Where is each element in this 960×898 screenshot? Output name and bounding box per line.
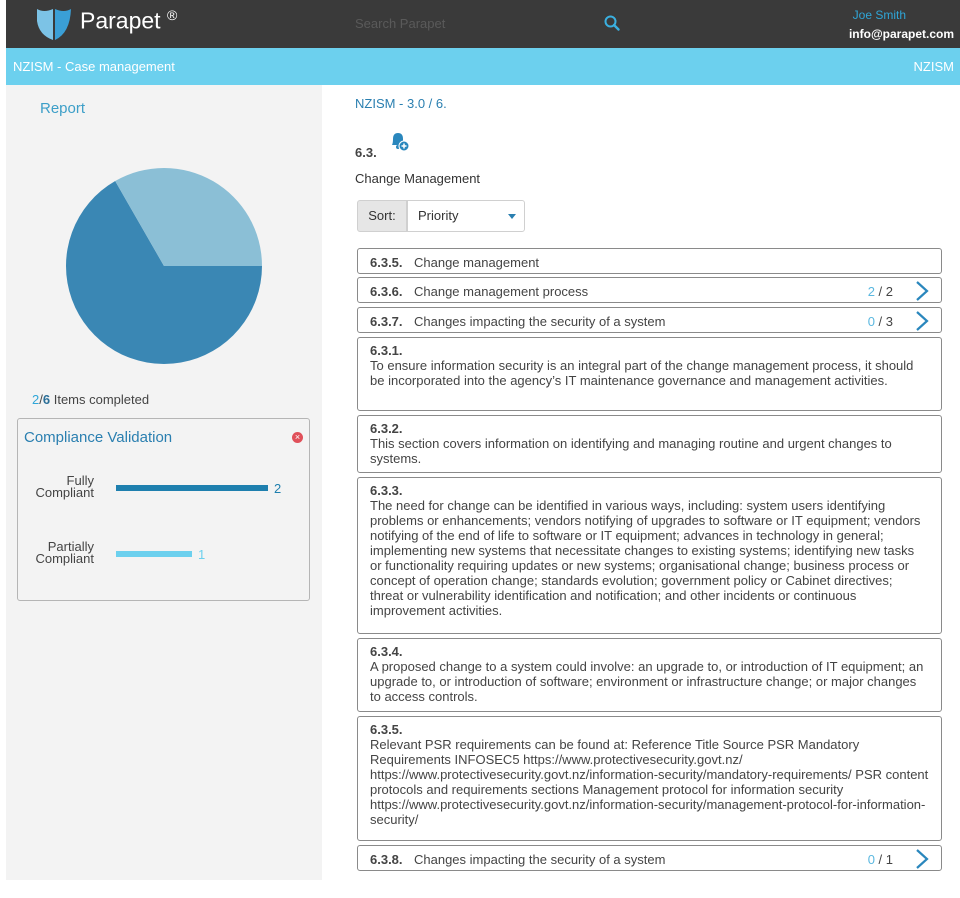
item-number: 6.3.6. xyxy=(370,284,403,299)
report-panel: Report 2/6 Items completed Compliance Va… xyxy=(6,85,322,880)
chevron-right-icon[interactable] xyxy=(913,280,931,302)
caret-down-icon xyxy=(508,214,516,219)
user-email[interactable]: info@parapet.com xyxy=(848,27,954,41)
compliance-bar xyxy=(116,485,268,491)
search-icon[interactable] xyxy=(603,14,621,32)
bell-add-icon[interactable] xyxy=(389,131,411,153)
paragraph-text: A proposed change to a system could invo… xyxy=(370,659,924,704)
brand-name[interactable]: Parapet ® xyxy=(80,7,178,34)
list-item[interactable]: 6.3.8. Changes impacting the security of… xyxy=(357,845,942,871)
pie-slice-completed xyxy=(115,168,262,266)
guidance-paragraph: 6.3.5. Relevant PSR requirements can be … xyxy=(357,716,942,841)
list-item[interactable]: 6.3.7. Changes impacting the security of… xyxy=(357,307,942,333)
sort-selected-value: Priority xyxy=(418,208,459,223)
paragraph-number: 6.3.4. xyxy=(370,644,403,659)
section-number: 6.3. xyxy=(355,145,377,160)
compliance-label: Fully Compliant xyxy=(35,473,94,500)
items-completed-label: Items completed xyxy=(53,392,150,407)
item-title: Change management process xyxy=(414,284,589,299)
compliance-row-partially: Partially Compliant 1 xyxy=(18,539,311,571)
close-icon[interactable]: × xyxy=(292,432,303,443)
guidance-paragraph: 6.3.2. This section covers information o… xyxy=(357,415,942,473)
pie-slice-remaining xyxy=(66,181,262,364)
paragraph-number: 6.3.3. xyxy=(370,483,403,498)
item-progress: 2 / 2 xyxy=(867,284,893,299)
paragraph-number: 6.3.5. xyxy=(370,722,403,737)
item-progress: 0 / 1 xyxy=(867,852,893,867)
compliance-bar xyxy=(116,551,192,557)
compliance-value: 1 xyxy=(198,547,206,562)
guidance-paragraph: 6.3.3. The need for change can be identi… xyxy=(357,477,942,634)
item-number: 6.3.8. xyxy=(370,852,403,867)
sort-select[interactable]: Priority xyxy=(407,200,525,232)
items-done-count: 2 xyxy=(32,392,40,407)
top-bar: Parapet ® Joe Smith info@parapet.com xyxy=(6,0,960,48)
paragraph-number: 6.3.1. xyxy=(370,343,403,358)
items-completed: 2/6 Items completed xyxy=(32,392,150,407)
module-title[interactable]: NZISM - Case management xyxy=(13,59,175,74)
compliance-label: Partially Compliant xyxy=(35,539,94,566)
search-input[interactable] xyxy=(355,16,595,31)
sort-label: Sort: xyxy=(357,200,407,232)
item-progress: 0 / 3 xyxy=(867,314,893,329)
registered-mark: ® xyxy=(166,7,178,23)
item-title: Changes impacting the security of a syst… xyxy=(414,852,666,867)
report-title: Report xyxy=(40,100,86,117)
list-item[interactable]: 6.3.5. Change management xyxy=(357,248,942,274)
items-total-count: 6 xyxy=(42,392,51,407)
compliance-title: Compliance Validation xyxy=(24,429,173,446)
completion-pie-chart xyxy=(66,168,262,364)
user-name[interactable]: Joe Smith xyxy=(852,8,906,22)
sub-header: NZISM - Case management NZISM xyxy=(6,48,960,85)
paragraph-text: To ensure information security is an int… xyxy=(370,358,914,388)
paragraph-text: Relevant PSR requirements can be found a… xyxy=(370,737,929,827)
paragraph-text: The need for change can be identified in… xyxy=(370,498,921,618)
chevron-right-icon[interactable] xyxy=(913,848,931,870)
breadcrumb[interactable]: NZISM - 3.0 / 6. xyxy=(355,96,447,111)
item-title: Change management xyxy=(414,255,540,270)
item-title: Changes impacting the security of a syst… xyxy=(414,314,666,329)
guidance-paragraph: 6.3.1. To ensure information security is… xyxy=(357,337,942,411)
list-item[interactable]: 6.3.6. Change management process 2 / 2 xyxy=(357,277,942,303)
item-number: 6.3.7. xyxy=(370,314,403,329)
compliance-validation-card: Compliance Validation × Fully Compliant … xyxy=(17,418,310,601)
item-number: 6.3.5. xyxy=(370,255,403,270)
paragraph-text: This section covers information on ident… xyxy=(370,436,892,466)
framework-label[interactable]: NZISM xyxy=(913,59,954,74)
paragraph-number: 6.3.2. xyxy=(370,421,403,436)
parapet-logo-icon[interactable] xyxy=(34,7,74,41)
compliance-value: 2 xyxy=(274,481,282,496)
guidance-paragraph: 6.3.4. A proposed change to a system cou… xyxy=(357,638,942,712)
chevron-right-icon[interactable] xyxy=(913,310,931,332)
compliance-row-fully: Fully Compliant 2 xyxy=(18,473,311,505)
section-title: Change Management xyxy=(355,171,481,186)
